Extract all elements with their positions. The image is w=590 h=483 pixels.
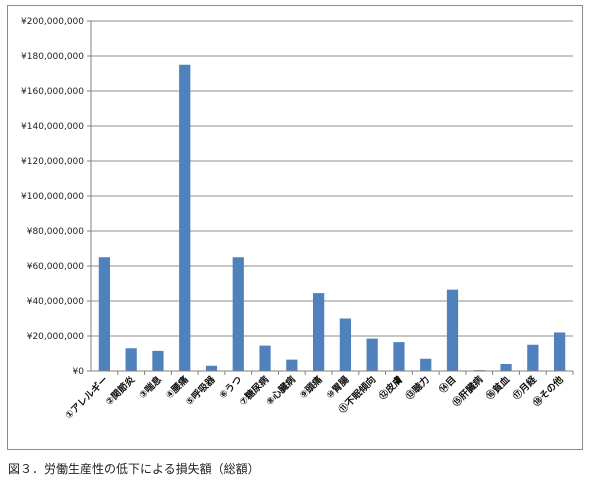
bar	[339, 318, 352, 371]
x-category-label: ⑨頭痛	[297, 373, 325, 401]
x-category-label: ⑱その他	[530, 373, 566, 409]
y-tick-label: ¥80,000,000	[27, 227, 85, 237]
bar	[259, 345, 271, 371]
x-category-label: ⑬聴力	[403, 374, 432, 403]
bar	[125, 348, 137, 371]
x-category-label: ⑫皮膚	[376, 373, 405, 402]
y-tick-label: ¥180,000,000	[21, 52, 84, 62]
y-tick-label: ¥20,000,000	[27, 332, 85, 342]
x-category-label: ⑯貧血	[484, 373, 513, 402]
bar	[98, 257, 111, 371]
y-tick-label: ¥140,000,000	[21, 122, 84, 132]
grid-lines	[91, 20, 573, 337]
x-category-label: ⑮肝臓病	[450, 373, 486, 409]
x-category-label: ①アレルギー	[63, 374, 111, 422]
y-tick-label: ¥0	[73, 367, 85, 377]
y-axis-ticks: ¥0 ¥20,000,000 ¥40,000,000 ¥60,000,000 ¥80,0…	[21, 17, 91, 377]
bar	[232, 257, 244, 371]
bar	[366, 338, 378, 371]
chart-frame: ¥0 ¥20,000,000 ¥40,000,000 ¥60,000,000 ¥80,0…	[7, 5, 583, 450]
x-category-label: ③喘息	[136, 373, 164, 401]
y-tick-label: ¥160,000,000	[21, 87, 84, 97]
bar-chart: ¥0 ¥20,000,000 ¥40,000,000 ¥60,000,000 ¥80,0…	[21, 17, 574, 422]
x-category-label: ⑭目	[437, 374, 459, 396]
figure-caption: 図３．労働生産性の低下による損失額（総額）	[8, 462, 260, 476]
bar	[393, 342, 405, 371]
y-tick-label: ¥200,000,000	[21, 17, 84, 27]
bar	[500, 364, 512, 371]
bar	[420, 358, 432, 371]
bar	[152, 350, 164, 371]
bar	[205, 365, 218, 371]
bar	[179, 64, 191, 371]
x-category-label: ⑧心臓病	[264, 373, 299, 408]
y-tick-label: ¥40,000,000	[27, 297, 85, 307]
bar	[312, 293, 325, 371]
x-category-label: ②関節炎	[103, 373, 138, 408]
bar	[446, 289, 459, 371]
bar	[527, 344, 539, 371]
bar	[286, 359, 298, 371]
y-tick-label: ¥60,000,000	[27, 262, 85, 272]
bars	[98, 64, 566, 371]
x-category-label: ⑤呼吸器	[183, 373, 218, 408]
bar	[553, 332, 566, 371]
y-tick-label: ¥120,000,000	[21, 157, 84, 167]
y-tick-label: ¥100,000,000	[21, 192, 84, 202]
